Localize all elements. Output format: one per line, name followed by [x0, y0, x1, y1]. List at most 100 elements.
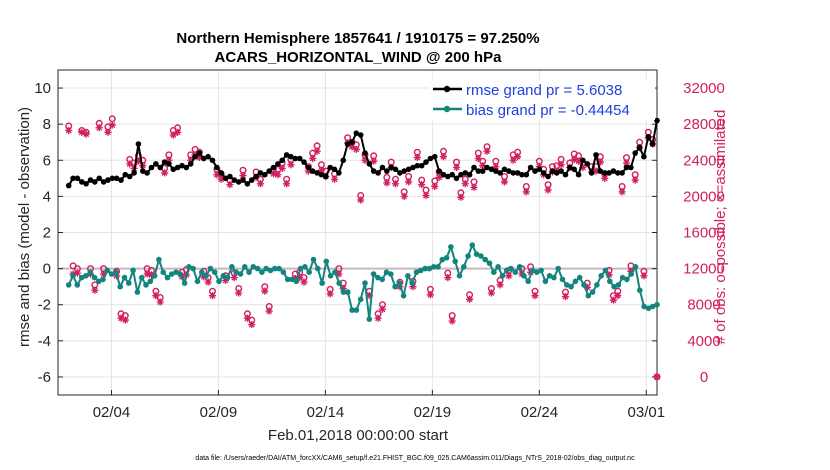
data-point-rmse [532, 168, 538, 174]
data-point-rmse [445, 173, 451, 180]
data-point-bias [624, 276, 630, 283]
data-point-bias [134, 289, 141, 295]
data-point-rmse [248, 177, 255, 183]
y-right-tick-label: 4000 [687, 333, 720, 350]
data-point-rmse [323, 173, 329, 180]
data-point-bias [242, 264, 248, 270]
data-point-rmse [414, 162, 421, 169]
obs-assimilated-marker [300, 278, 308, 286]
data-point-bias [362, 280, 368, 286]
data-point-rmse [449, 171, 456, 178]
data-point-rmse [405, 166, 412, 173]
obs-assimilated-marker [187, 156, 195, 164]
data-point-rmse [567, 164, 573, 171]
obs-assimilated-marker [326, 290, 334, 298]
obs-assimilated-marker [256, 180, 265, 188]
data-point-rmse [74, 175, 81, 182]
data-point-bias [259, 269, 265, 276]
data-point-bias [297, 265, 304, 272]
data-point-rmse [96, 175, 102, 182]
obs-assimilated-marker [391, 180, 400, 188]
obs-assimilated-marker [409, 283, 417, 291]
obs-assimilated-marker [221, 276, 230, 284]
obs-assimilated-marker [213, 171, 221, 179]
obs-assimilated-marker [622, 159, 631, 167]
data-point-bias [250, 264, 257, 270]
data-point-bias [108, 271, 115, 277]
data-point-rmse [462, 170, 469, 176]
data-point-bias [534, 269, 540, 276]
x-axis: 02/04 02/09 02/14 02/19 02/24 03/01 [93, 390, 665, 421]
data-point-bias [233, 269, 239, 276]
data-point-bias [229, 264, 235, 270]
data-point-bias [315, 265, 321, 272]
data-point-bias [160, 269, 166, 276]
data-point-bias [327, 273, 334, 279]
obs-assimilated-marker [143, 270, 151, 278]
obs-assimilated-marker [583, 283, 591, 292]
data-point-rmse [336, 170, 342, 176]
data-point-rmse [113, 175, 120, 182]
obs-assimilated-marker [304, 167, 312, 175]
obs-assimilated-marker [418, 181, 426, 189]
obs-assimilated-marker [243, 314, 251, 322]
data-point-bias [263, 265, 270, 272]
data-point-rmse [331, 166, 338, 173]
data-point-bias [366, 316, 373, 323]
y-left-tick-label: 2 [43, 225, 51, 242]
obs-assimilated-marker [631, 176, 639, 184]
data-point-bias [576, 274, 583, 281]
data-point-bias [615, 282, 622, 288]
data-point-rmse [584, 161, 591, 167]
data-point-rmse [549, 168, 556, 174]
data-point-bias [126, 280, 132, 286]
data-point-bias [306, 269, 313, 276]
obs-assimilated-marker [618, 188, 626, 196]
data-point-bias [246, 269, 252, 276]
data-point-bias [512, 269, 519, 276]
obs-assimilated-marker [296, 274, 304, 282]
data-point-rmse [601, 170, 608, 176]
y-axis-right-label: # of obs: o=possible; ×=assimilated [712, 110, 729, 345]
y-right-tick-label: 8000 [687, 297, 720, 314]
obs-assimilated-marker [435, 173, 443, 182]
obs-assimilated-marker [561, 292, 570, 301]
obs-assimilated-marker [282, 180, 291, 188]
data-point-rmse [205, 153, 211, 160]
obs-assimilated-marker [361, 156, 369, 164]
obs-assimilated-marker [601, 174, 609, 182]
data-point-rmse [218, 170, 224, 176]
data-point-bias [349, 307, 355, 313]
obs-assimilated-marker [614, 292, 622, 300]
data-point-bias [542, 278, 549, 285]
data-point-bias [637, 287, 643, 294]
data-point-bias [113, 269, 119, 276]
data-point-rmse [575, 171, 582, 178]
data-point-bias [486, 260, 493, 267]
obs-assimilated-marker [309, 154, 317, 163]
obs-assimilated-marker [78, 128, 86, 136]
y-axis-right: 0 4000 8000 12000 16000 20000 24000 28000 32000 [652, 80, 725, 386]
obs-assimilated-marker [452, 163, 461, 172]
series-rmse [65, 117, 660, 189]
data-point-bias [495, 264, 501, 270]
data-point-bias [585, 292, 592, 299]
data-point-bias [173, 269, 179, 276]
data-point-bias [649, 303, 656, 310]
data-point-bias [405, 273, 411, 279]
obs-assimilated-marker [265, 307, 273, 315]
obs-assimilated-marker [374, 314, 382, 322]
data-point-bias [310, 256, 317, 263]
data-point-rmse [453, 175, 460, 182]
obs-assimilated-marker [269, 170, 278, 178]
data-point-rmse [279, 157, 286, 164]
x-axis-label: Feb.01,2018 00:00:00 start [268, 427, 449, 444]
data-point-rmse [340, 157, 347, 164]
y-axis-left-label: rmse and bias (model - observation) [16, 107, 33, 347]
data-point-rmse [540, 170, 547, 176]
y-right-tick-label: 32000 [683, 80, 725, 97]
data-point-rmse [580, 157, 586, 164]
obs-assimilated-marker [513, 153, 522, 161]
data-point-rmse [135, 141, 142, 147]
